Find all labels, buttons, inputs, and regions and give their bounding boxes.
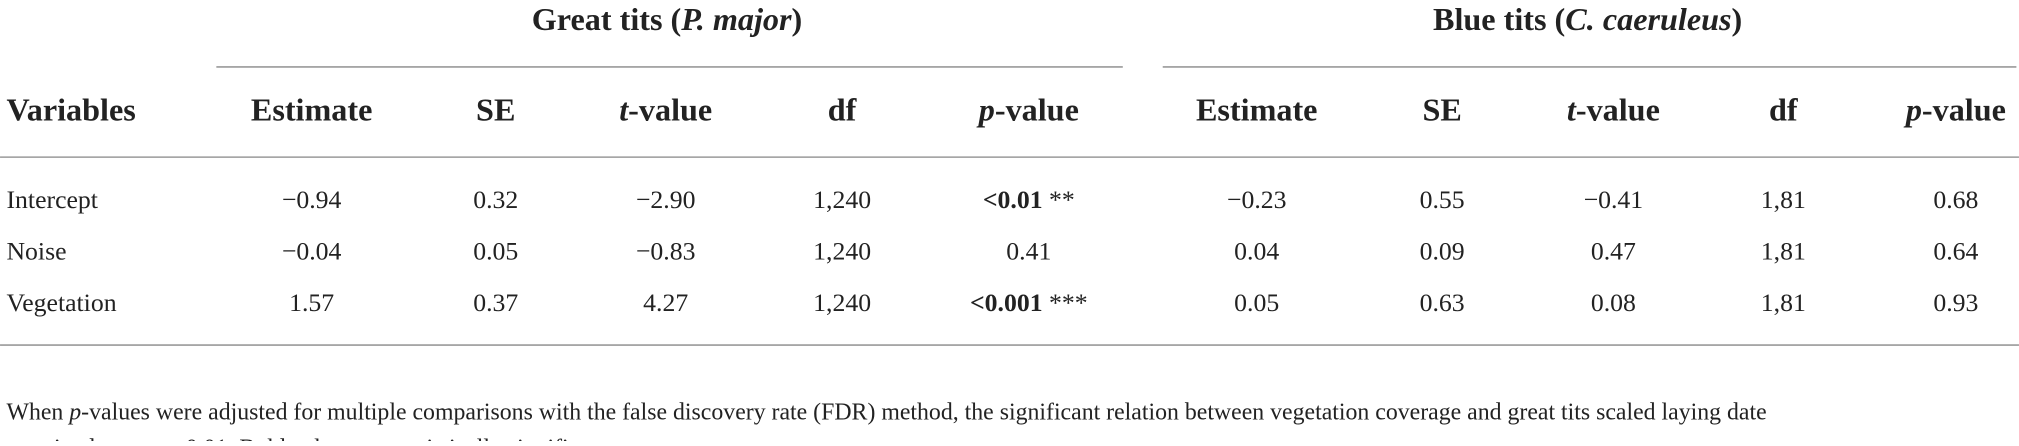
table-cell: −0.83 bbox=[636, 237, 696, 266]
text-segment: -value bbox=[995, 92, 1079, 128]
table-cell: −0.94 bbox=[282, 185, 342, 214]
text-segment: ) bbox=[792, 2, 803, 38]
column-header: df bbox=[828, 92, 858, 128]
table-cell: −0.41 bbox=[1584, 185, 1644, 214]
table-cell: 0.05 bbox=[1234, 288, 1279, 317]
table-cell: 1,81 bbox=[1761, 288, 1806, 317]
text-segment: <0.01 bbox=[983, 185, 1043, 214]
text-segment: p bbox=[976, 92, 995, 128]
text-segment: t bbox=[1567, 92, 1577, 128]
text-segment: -values were adjusted for multiple compa… bbox=[81, 400, 1767, 426]
text-segment: -value bbox=[1576, 92, 1660, 128]
text-segment: -value bbox=[628, 92, 712, 128]
table-cell: −0.23 bbox=[1227, 185, 1287, 214]
column-header: t-value bbox=[619, 92, 712, 128]
text-segment: ** bbox=[1043, 185, 1075, 214]
footnote-line: When p-values were adjusted for multiple… bbox=[6, 400, 1766, 426]
footnote-line: remained: padjust < 0.01. Bold values ar… bbox=[6, 436, 614, 441]
column-header: SE bbox=[1422, 92, 1461, 128]
table-cell: 1.57 bbox=[289, 288, 334, 317]
table-cell: 0.05 bbox=[473, 237, 518, 266]
column-header: SE bbox=[476, 92, 515, 128]
row-label: Vegetation bbox=[6, 288, 116, 317]
table-cell: 0.47 bbox=[1591, 237, 1636, 266]
text-segment: Great tits ( bbox=[532, 2, 682, 38]
table-cell: 1,81 bbox=[1761, 185, 1806, 214]
column-header: Estimate bbox=[251, 92, 373, 128]
row-label: Noise bbox=[6, 237, 66, 266]
table-cell: −0.04 bbox=[282, 237, 342, 266]
column-header: df bbox=[1769, 92, 1799, 128]
table-cell: 4.27 bbox=[643, 288, 688, 317]
table-cell: 1,240 bbox=[813, 237, 871, 266]
table-cell: 0.63 bbox=[1420, 288, 1465, 317]
column-header: Estimate bbox=[1196, 92, 1318, 128]
table-cell: <0.01 ** bbox=[983, 185, 1075, 214]
table-cell: 1,240 bbox=[813, 288, 871, 317]
text-segment: t bbox=[619, 92, 629, 128]
column-header: p-value bbox=[1903, 92, 2006, 128]
text-segment: <0.001 bbox=[970, 288, 1043, 317]
text-segment: p bbox=[1903, 92, 1922, 128]
table-cell: <0.001 *** bbox=[970, 288, 1088, 317]
text-segment: -value bbox=[1922, 92, 2006, 128]
text-segment: P. major bbox=[680, 2, 792, 38]
column-header: t-value bbox=[1567, 92, 1660, 128]
text-segment: p bbox=[67, 400, 81, 426]
text-segment: remained: p bbox=[6, 436, 119, 441]
text-segment: *** bbox=[1043, 288, 1088, 317]
row-label: Intercept bbox=[6, 185, 98, 214]
text-segment: < 0.01. Bold values are statistically si… bbox=[160, 436, 614, 441]
text-segment: When bbox=[6, 400, 69, 426]
table-cell: 0.37 bbox=[473, 288, 518, 317]
table-cell: 0.32 bbox=[473, 185, 518, 214]
table-cell: 0.09 bbox=[1420, 237, 1465, 266]
group-title: Great tits (P. major) bbox=[532, 2, 802, 38]
text-segment: Blue tits ( bbox=[1433, 2, 1565, 38]
table-cell: 0.04 bbox=[1234, 237, 1279, 266]
table-cell: 1,240 bbox=[813, 185, 871, 214]
group-title: Blue tits (C. caeruleus) bbox=[1433, 2, 1742, 38]
table-cell: −2.90 bbox=[636, 185, 696, 214]
table-cell: 1,81 bbox=[1761, 237, 1806, 266]
text-segment: ) bbox=[1732, 2, 1743, 38]
table-cell: 0.55 bbox=[1420, 185, 1465, 214]
table-cell: 0.41 bbox=[1006, 237, 1051, 266]
text-segment: C. caeruleus bbox=[1565, 2, 1731, 38]
table-cell: 0.08 bbox=[1591, 288, 1636, 317]
column-header: Variables bbox=[6, 92, 135, 128]
table-cell: 0.64 bbox=[1933, 237, 1978, 266]
column-header: p-value bbox=[976, 92, 1079, 128]
table-cell: 0.68 bbox=[1933, 185, 1978, 214]
table-cell: 0.93 bbox=[1933, 288, 1978, 317]
